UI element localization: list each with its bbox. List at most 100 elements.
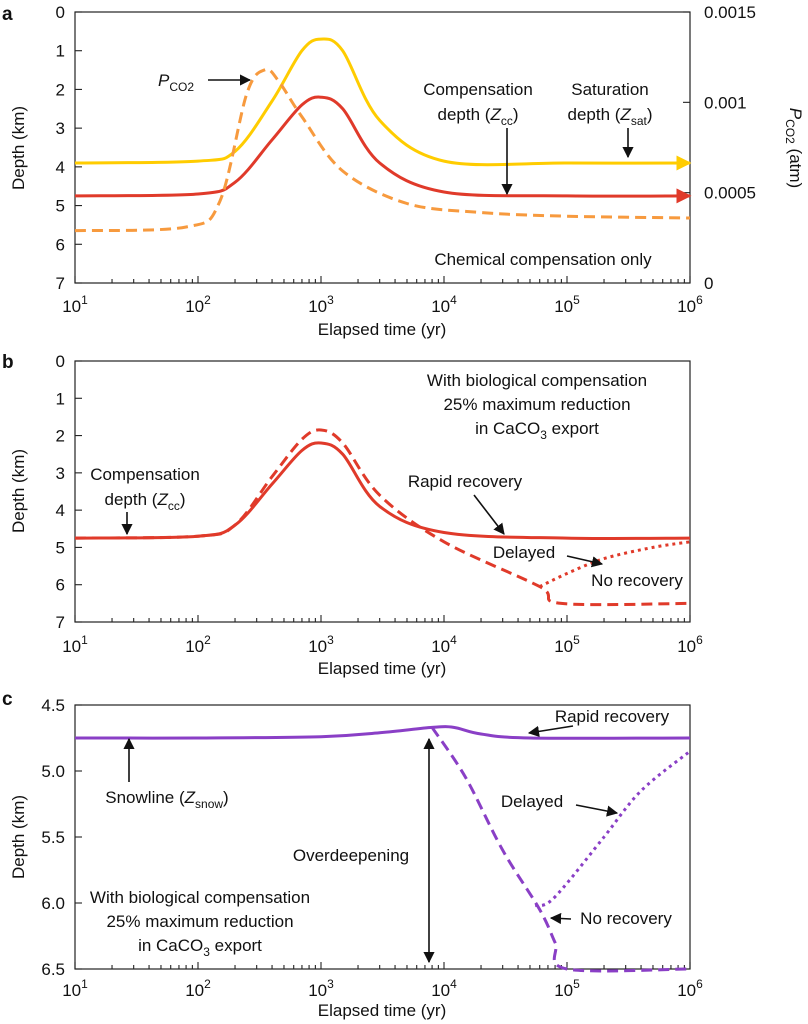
panel-letter-b: b	[2, 352, 14, 373]
y-tick-label: 4.5	[41, 696, 65, 715]
x-tick-label: 102	[185, 977, 211, 1000]
series-line-c-1	[430, 726, 691, 973]
rapid-recovery-arrow-b	[473, 494, 505, 535]
y-tick-label: 6	[56, 576, 65, 595]
comp-depth-label-b-line2: depth (Zcc)	[105, 490, 186, 513]
series-line-a-1	[74, 95, 692, 204]
y-tick-label: 2	[56, 80, 65, 99]
y-tick-label: 5.0	[41, 762, 65, 781]
x-tick-label: 103	[308, 293, 334, 316]
series-line-a-2	[74, 67, 691, 233]
delayed-label-b: Delayed	[493, 543, 555, 562]
x-tick-label: 104	[431, 293, 457, 316]
y-tick-label: 2	[56, 427, 65, 446]
overdeepening-label: Overdeepening	[293, 846, 409, 865]
bio-comp-line3-c: in CaCO3 export	[138, 936, 262, 959]
sat-depth-label-line1: Saturation	[571, 80, 649, 99]
y-tick-label: 5	[56, 538, 65, 557]
plot-frame-a	[74, 11, 691, 284]
rapid-recovery-arrow-c	[527, 725, 574, 737]
y-tick-label: 3	[56, 464, 65, 483]
comp-depth-label-line2: depth (Zcc)	[438, 105, 519, 128]
x-tick-label: 105	[554, 633, 580, 656]
y-tick-label: 1	[56, 389, 65, 408]
axes-c: 101 102 103 104 105 106 4.5 5.0 5.5 6.0 6.5	[41, 696, 703, 1000]
comp-depth-label-line1: Compensation	[423, 80, 533, 99]
y2-tick-label: 0.0015	[704, 3, 756, 22]
x-tick-label: 101	[62, 633, 88, 656]
panel-b: b 101 102 103 104 105 106 0 1 2 3 4 5 6 7 Elapsed tim…	[2, 352, 703, 678]
y-axis-title-b: Depth (km)	[9, 449, 28, 533]
bio-comp-line3-b: in CaCO3 export	[475, 419, 599, 442]
series-b	[74, 428, 691, 607]
no-recovery-label-c: No recovery	[580, 909, 672, 928]
snowline-label: Snowline (Zsnow)	[105, 788, 228, 811]
rapid-recovery-label-b: Rapid recovery	[408, 472, 523, 491]
y2-axis-title-a: PCO2 (atm)	[783, 108, 805, 188]
y-tick-label: 4	[56, 501, 65, 520]
sat-depth-label-line2: depth (Zsat)	[567, 105, 652, 128]
x-tick-label: 104	[431, 633, 457, 656]
delayed-arrow-c	[575, 804, 619, 817]
series-c	[74, 725, 691, 973]
plot-frame-b	[74, 360, 691, 623]
bio-comp-line1-c: With biological compensation	[90, 888, 310, 907]
series-line-b-1	[74, 428, 691, 607]
y-tick-label: 6	[56, 235, 65, 254]
axes-b: 101 102 103 104 105 106 0 1 2 3 4 5 6 7	[56, 352, 704, 656]
x-tick-label: 102	[185, 633, 211, 656]
y-tick-label: 5.5	[41, 828, 65, 847]
y-tick-label: 0	[56, 352, 65, 371]
no-recovery-arrow-c	[549, 912, 572, 925]
y-axis-title-a: Depth (km)	[9, 106, 28, 190]
y2-tick-label: 0	[704, 274, 713, 293]
series-a	[74, 37, 692, 233]
x-axis-title-b: Elapsed time (yr)	[318, 659, 446, 678]
rapid-recovery-label-c: Rapid recovery	[555, 707, 670, 726]
bio-comp-line2-b: 25% maximum reduction	[443, 395, 630, 414]
panel-c: c 101 102 103 104 105 106 4.5 5.0 5.5 6.0 6.5 Elap…	[2, 689, 703, 1020]
y-tick-label: 0	[56, 3, 65, 22]
y-tick-label: 3	[56, 119, 65, 138]
y-axis-title-c: Depth (km)	[9, 795, 28, 879]
delayed-label-c: Delayed	[501, 792, 563, 811]
comp-depth-label-b-line1: Compensation	[90, 465, 200, 484]
x-tick-label: 103	[308, 633, 334, 656]
series-line-c-0	[74, 725, 691, 740]
y-tick-label: 7	[56, 274, 65, 293]
bio-comp-line1-b: With biological compensation	[427, 371, 647, 390]
chem-only-label: Chemical compensation only	[434, 250, 652, 269]
x-tick-label: 103	[308, 977, 334, 1000]
y-tick-label: 7	[56, 613, 65, 632]
series-line-b-0	[74, 441, 691, 540]
pco2-label: PCO2	[158, 71, 194, 94]
x-axis-title-a: Elapsed time (yr)	[318, 320, 446, 339]
y2-tick-label: 0.001	[704, 93, 747, 112]
x-axis-title-c: Elapsed time (yr)	[318, 1001, 446, 1020]
x-tick-label: 102	[185, 293, 211, 316]
x-tick-label: 105	[554, 977, 580, 1000]
y-tick-label: 5	[56, 197, 65, 216]
x-tick-label: 101	[62, 977, 88, 1000]
y-tick-label: 6.5	[41, 960, 65, 979]
no-recovery-label-b: No recovery	[591, 571, 683, 590]
series-line-b-2	[539, 540, 691, 588]
panel-letter-a: a	[2, 4, 13, 25]
delayed-arrow-b	[566, 555, 604, 568]
y2-tick-label: 0.0005	[704, 184, 756, 203]
series-line-c-2	[534, 750, 691, 908]
y-tick-label: 1	[56, 42, 65, 61]
panel-letter-c: c	[2, 689, 13, 710]
series-line-a-0	[74, 37, 692, 171]
x-tick-label: 106	[677, 633, 703, 656]
x-tick-label: 106	[677, 977, 703, 1000]
x-tick-label: 105	[554, 293, 580, 316]
x-tick-label: 106	[677, 293, 703, 316]
bio-comp-line2-c: 25% maximum reduction	[106, 912, 293, 931]
x-tick-label: 101	[62, 293, 88, 316]
y-tick-label: 4	[56, 158, 65, 177]
x-tick-label: 104	[431, 977, 457, 1000]
